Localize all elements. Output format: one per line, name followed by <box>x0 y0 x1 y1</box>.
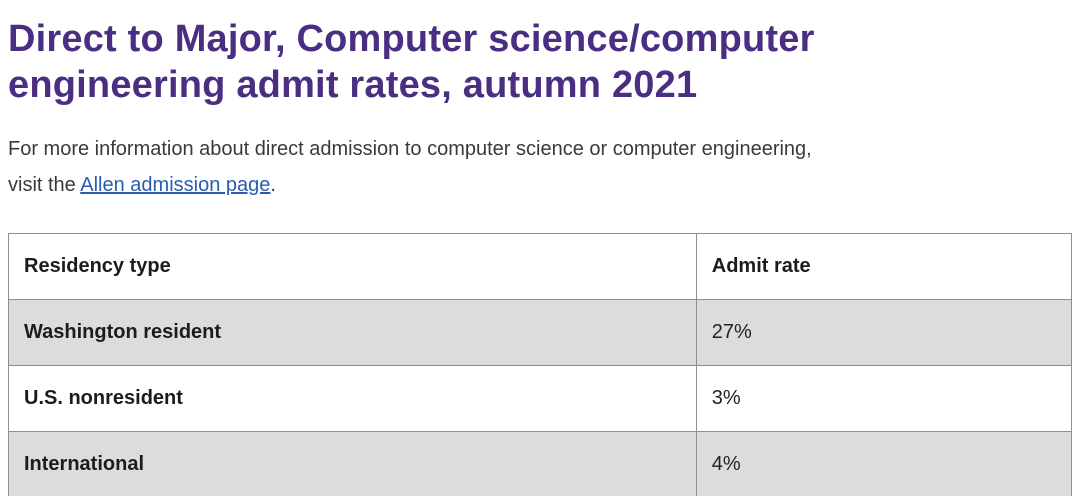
cell-residency-type: International <box>8 430 697 496</box>
cell-residency-type: U.S. nonresident <box>8 364 697 432</box>
table-header-row: Residency type Admit rate <box>8 232 1073 300</box>
content-region: Direct to Major, Computer science/comput… <box>8 16 1073 496</box>
table-row: Washington resident 27% <box>8 298 1073 366</box>
header-residency-type: Residency type <box>8 232 697 300</box>
intro-paragraph: For more information about direct admiss… <box>8 131 1072 203</box>
intro-line1: For more information about direct admiss… <box>8 137 812 160</box>
table-row: International 4% <box>8 430 1073 496</box>
cell-residency-type: Washington resident <box>8 298 697 366</box>
cell-admit-rate: 27% <box>695 298 1073 366</box>
admit-rates-table: Residency type Admit rate Washington res… <box>8 232 1073 496</box>
table-row: U.S. nonresident 3% <box>8 364 1073 432</box>
cell-admit-rate: 4% <box>695 430 1073 496</box>
cell-admit-rate: 3% <box>695 364 1073 432</box>
header-admit-rate: Admit rate <box>695 232 1073 300</box>
intro-line2-before: visit the <box>8 173 81 196</box>
page-title: Direct to Major, Computer science/comput… <box>8 18 815 107</box>
allen-admission-page-link[interactable]: Allen admission page <box>80 173 271 196</box>
intro-line2-after: . <box>270 173 276 196</box>
